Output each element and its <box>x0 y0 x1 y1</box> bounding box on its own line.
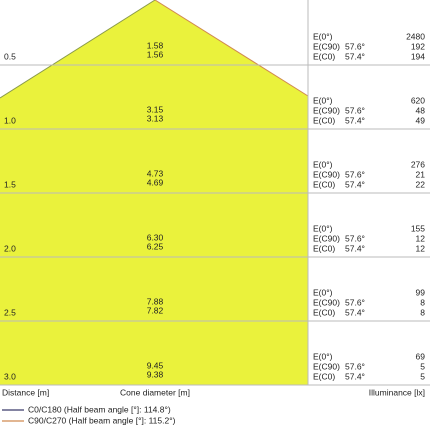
ec0-label: E(C0) <box>313 51 335 61</box>
ec90-value: 5 <box>420 361 425 371</box>
ec90-value: 192 <box>411 41 425 51</box>
ec0-value: 12 <box>416 243 426 253</box>
ec0-angle: 57.4° <box>345 115 365 125</box>
ec90-label: E(C90) <box>313 297 340 307</box>
diameter-c90: 6.25 <box>147 241 164 251</box>
diameter-c90: 9.38 <box>147 369 164 379</box>
diameter-c0: 9.45 <box>147 360 164 370</box>
ec0-angle: 57.4° <box>345 307 365 317</box>
ec90-label: E(C90) <box>313 41 340 51</box>
ec0-value: 8 <box>420 307 425 317</box>
diameter-c90: 7.82 <box>147 305 164 315</box>
ec90-angle: 57.6° <box>345 233 365 243</box>
ec0-label: E(C0) <box>313 115 335 125</box>
ec90-value: 12 <box>416 233 426 243</box>
ec90-value: 8 <box>420 297 425 307</box>
ec0-label: E(C0) <box>313 307 335 317</box>
e0-value: 99 <box>416 287 426 297</box>
e0-value: 155 <box>411 223 425 233</box>
e0-label: E(0°) <box>313 95 333 105</box>
ec0-label: E(C0) <box>313 179 335 189</box>
ec90-label: E(C90) <box>313 169 340 179</box>
ec90-angle: 57.6° <box>345 105 365 115</box>
footer-diameter: Cone diameter [m] <box>120 387 190 397</box>
distance: 3.0 <box>4 371 16 381</box>
distance: 1.5 <box>4 179 16 189</box>
ec90-angle: 57.6° <box>345 41 365 51</box>
e0-label: E(0°) <box>313 287 333 297</box>
legend-label: C0/C180 (Half beam angle [°]: 114.8°) <box>28 404 171 414</box>
distance: 2.5 <box>4 307 16 317</box>
ec0-value: 49 <box>416 115 426 125</box>
distance: 0.5 <box>4 51 16 61</box>
cone-edge-c90 <box>154 0 309 97</box>
e0-value: 276 <box>411 159 425 169</box>
ec90-label: E(C90) <box>313 105 340 115</box>
ec0-value: 194 <box>411 51 425 61</box>
e0-value: 69 <box>416 351 426 361</box>
diameter-c0: 3.15 <box>147 104 164 114</box>
diameter-c90: 3.13 <box>147 113 164 123</box>
ec90-value: 48 <box>416 105 426 115</box>
ec0-value: 5 <box>420 371 425 381</box>
e0-value: 620 <box>411 95 425 105</box>
distance: 2.0 <box>4 243 16 253</box>
e0-value: 2480 <box>406 31 425 41</box>
ec0-angle: 57.4° <box>345 51 365 61</box>
diameter-c0: 1.58 <box>147 40 164 50</box>
footer-distance: Distance [m] <box>2 387 49 397</box>
ec90-angle: 57.6° <box>345 297 365 307</box>
footer-illuminance: Illuminance [lx] <box>369 387 425 397</box>
ec0-label: E(C0) <box>313 371 335 381</box>
ec90-angle: 57.6° <box>345 361 365 371</box>
ec0-label: E(C0) <box>313 243 335 253</box>
diameter-c90: 1.56 <box>147 49 164 59</box>
e0-label: E(0°) <box>313 159 333 169</box>
ec0-value: 22 <box>416 179 426 189</box>
diameter-c0: 6.30 <box>147 232 164 242</box>
ec90-label: E(C90) <box>313 233 340 243</box>
legend-label: C90/C270 (Half beam angle [°]: 115.2°) <box>28 415 176 425</box>
cone-edge-c0 <box>0 0 156 99</box>
ec90-label: E(C90) <box>313 361 340 371</box>
distance: 1.0 <box>4 115 16 125</box>
diameter-c0: 7.88 <box>147 296 164 306</box>
ec0-angle: 57.4° <box>345 371 365 381</box>
ec90-value: 21 <box>416 169 426 179</box>
diameter-c0: 4.73 <box>147 168 164 178</box>
e0-label: E(0°) <box>313 223 333 233</box>
ec0-angle: 57.4° <box>345 243 365 253</box>
diameter-c90: 4.69 <box>147 177 164 187</box>
ec90-angle: 57.6° <box>345 169 365 179</box>
e0-label: E(0°) <box>313 31 333 41</box>
ec0-angle: 57.4° <box>345 179 365 189</box>
e0-label: E(0°) <box>313 351 333 361</box>
